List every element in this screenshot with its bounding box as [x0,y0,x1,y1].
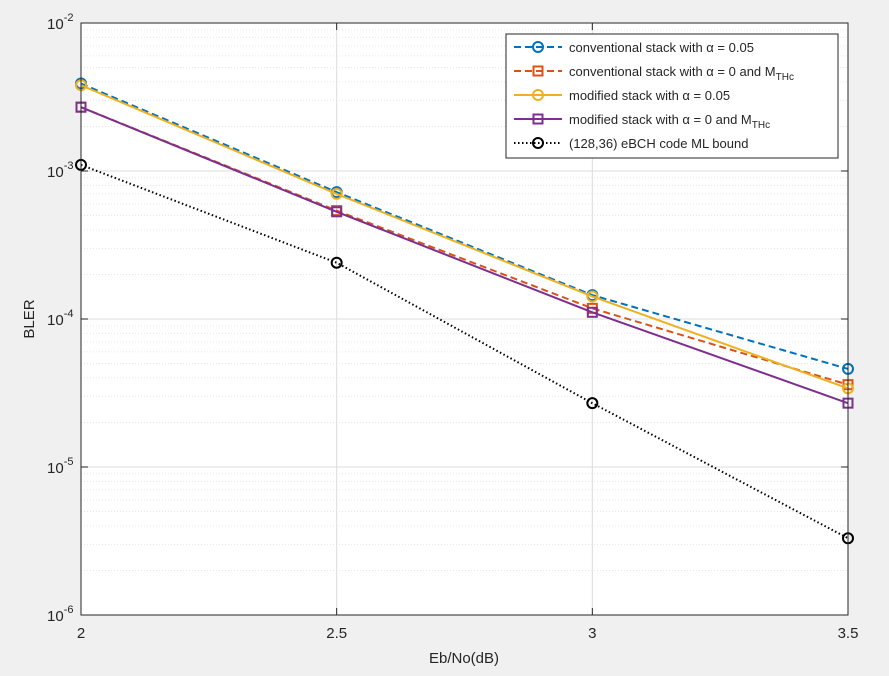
y-tick-label: 10-2 [47,12,73,33]
data-point [330,256,343,269]
legend-marker [532,113,544,125]
y-tick-label: 10-4 [47,308,73,329]
x-axis-label: Eb/No(dB) [429,650,499,667]
series-line [80,84,849,390]
y-tick-label: 10-3 [47,160,73,181]
series-layer [75,77,854,545]
legend: conventional stack with α = 0.05 conventi… [505,33,839,159]
data-point [586,290,599,303]
series-line [80,82,849,370]
legend-marker [532,137,544,149]
series-line [80,163,849,540]
y-tick-label: 10-6 [47,604,73,625]
data-point [331,206,343,218]
legend-marker [532,65,544,77]
legend-marker [532,89,544,101]
legend-label: modified stack with α = 0.05 [569,88,730,103]
x-tick-label: 3 [588,625,596,642]
data-point [586,306,598,318]
legend-label: conventional stack with α = 0.05 [569,40,754,55]
legend-label: modified stack with α = 0 and MTHc [569,112,770,131]
x-tick-label: 2 [77,625,85,642]
y-axis-label: BLER [21,299,38,338]
legend-label: conventional stack with α = 0 and MTHc [569,64,794,83]
legend-label: (128,36) eBCH code ML bound [569,136,748,151]
legend-marker [532,41,544,53]
y-tick-label: 10-5 [47,456,73,477]
x-axis-ticks: 2 2.5 3 3.5 [77,23,859,642]
x-tick-label: 3.5 [838,625,859,642]
series-line [80,106,849,405]
data-point [586,397,599,410]
data-point [330,187,343,200]
x-tick-label: 2.5 [326,625,347,642]
